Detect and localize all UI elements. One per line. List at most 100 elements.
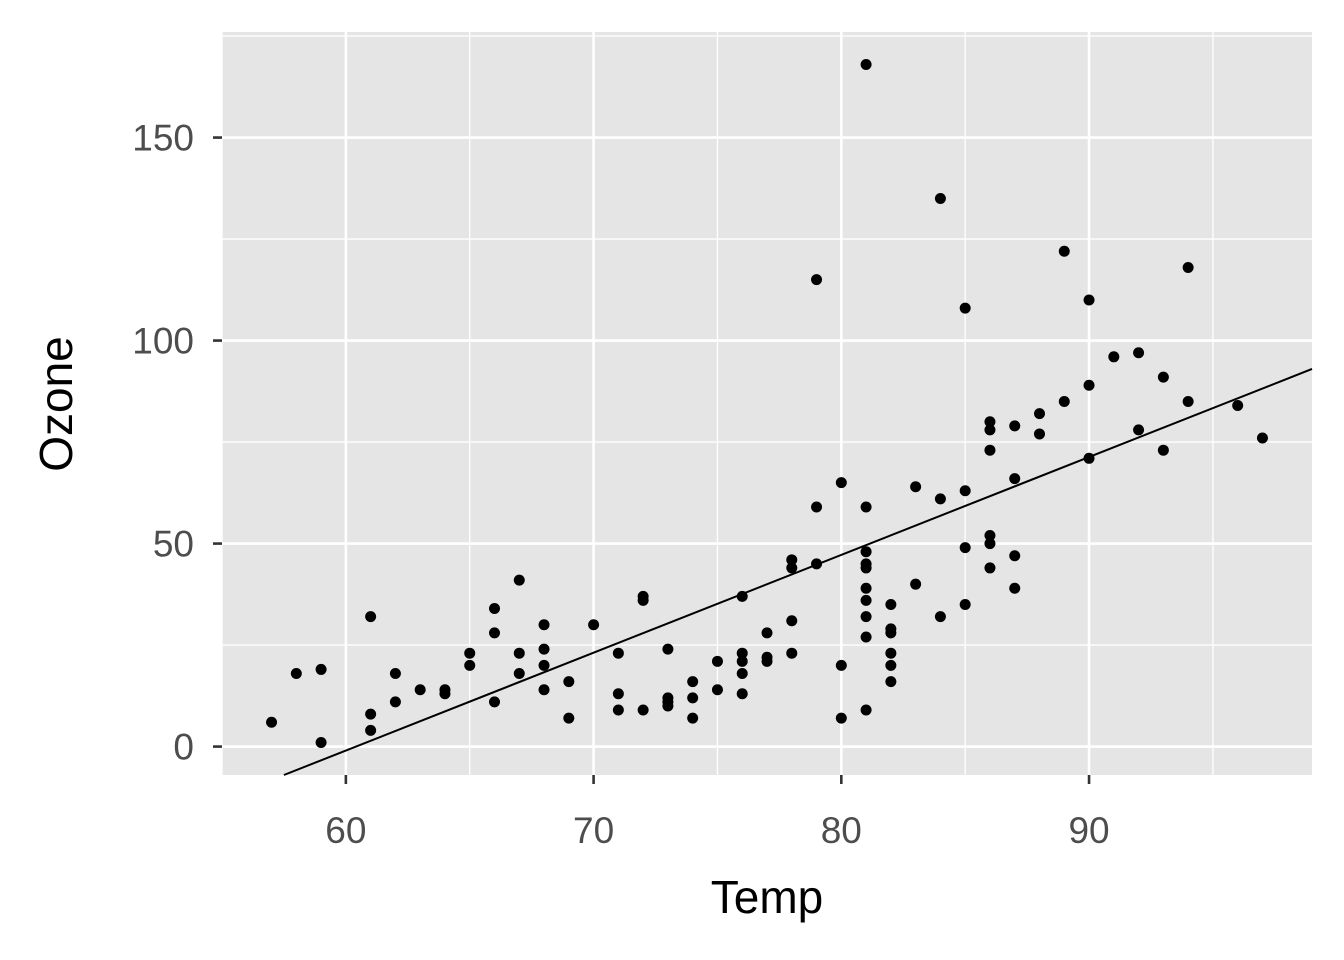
data-point [464, 647, 476, 659]
data-point [711, 655, 723, 667]
data-point [860, 58, 872, 70]
data-point [860, 594, 872, 606]
major-gridlines [222, 32, 1312, 775]
data-point [365, 611, 377, 623]
data-point [860, 546, 872, 558]
x-tick-label: 80 [821, 810, 862, 851]
data-point [1009, 550, 1021, 562]
data-point [761, 655, 773, 667]
data-point [489, 603, 500, 615]
data-point [1108, 351, 1120, 363]
data-point [959, 598, 971, 610]
data-point [1034, 428, 1045, 440]
x-tick-label: 90 [1068, 810, 1109, 851]
data-point [885, 647, 897, 659]
data-point [984, 444, 996, 456]
fit-line-layer [283, 368, 1313, 776]
data-point [1182, 395, 1194, 407]
data-point [885, 676, 897, 688]
data-point [513, 574, 525, 586]
data-point [1034, 408, 1045, 420]
data-point [736, 655, 748, 667]
data-point [984, 416, 996, 428]
data-point [711, 684, 723, 696]
data-point [984, 562, 996, 574]
data-point [687, 692, 699, 704]
data-point [489, 696, 500, 708]
x-axis-title: Temp [711, 871, 823, 923]
data-point [1182, 261, 1194, 273]
data-point [835, 477, 847, 489]
data-point [984, 424, 996, 436]
data-point [761, 627, 773, 639]
data-point [1133, 347, 1145, 359]
x-axis: 60 70 80 90 [325, 775, 1110, 851]
data-point [439, 688, 451, 700]
y-tick-label: 0 [173, 727, 194, 768]
data-point [1133, 424, 1145, 436]
data-point [687, 676, 699, 688]
data-point [464, 659, 476, 671]
data-point [513, 647, 525, 659]
y-axis-title: Ozone [30, 336, 82, 472]
data-point [414, 684, 426, 696]
data-point [538, 643, 550, 655]
data-point [984, 529, 996, 541]
data-point [1009, 582, 1021, 594]
data-point [860, 562, 872, 574]
data-point [835, 712, 847, 724]
data-point [811, 558, 823, 570]
data-point [315, 663, 327, 675]
data-point [860, 611, 872, 623]
data-point [662, 643, 674, 655]
data-point [563, 676, 575, 688]
data-point [538, 684, 550, 696]
data-point [1083, 294, 1095, 306]
data-point [860, 704, 872, 716]
data-point [885, 598, 897, 610]
data-point [811, 274, 823, 286]
data-point [612, 704, 624, 716]
data-point [835, 659, 847, 671]
data-point [687, 712, 699, 724]
data-point [934, 493, 946, 505]
data-point [588, 619, 600, 631]
data-point [1058, 395, 1070, 407]
data-point [736, 647, 748, 659]
data-point [365, 708, 377, 720]
data-point [959, 302, 971, 314]
data-point [315, 737, 327, 749]
data-point [786, 647, 798, 659]
data-point [389, 667, 401, 679]
data-point [786, 562, 798, 574]
data-point [612, 647, 624, 659]
data-point [1058, 245, 1070, 257]
data-point [1157, 371, 1169, 383]
data-point [365, 724, 377, 736]
data-point [959, 485, 971, 497]
data-point [885, 659, 897, 671]
data-point [563, 712, 575, 724]
data-point [612, 688, 624, 700]
regression-line [283, 368, 1313, 776]
y-tick-label: 150 [132, 118, 194, 159]
data-point [513, 667, 525, 679]
data-point [637, 704, 649, 716]
data-point [736, 590, 748, 602]
data-point [1083, 379, 1095, 391]
data-point [538, 619, 550, 631]
x-tick-label: 60 [325, 810, 366, 851]
y-axis: 0 50 100 150 [132, 118, 222, 768]
data-point [1256, 432, 1268, 444]
data-point [885, 627, 897, 639]
data-point [538, 659, 550, 671]
data-point [860, 501, 872, 513]
data-point [1009, 420, 1021, 432]
data-point [860, 582, 872, 594]
points-layer [266, 58, 1268, 749]
data-point [786, 554, 798, 566]
data-point [1009, 473, 1021, 485]
data-point [811, 501, 823, 513]
